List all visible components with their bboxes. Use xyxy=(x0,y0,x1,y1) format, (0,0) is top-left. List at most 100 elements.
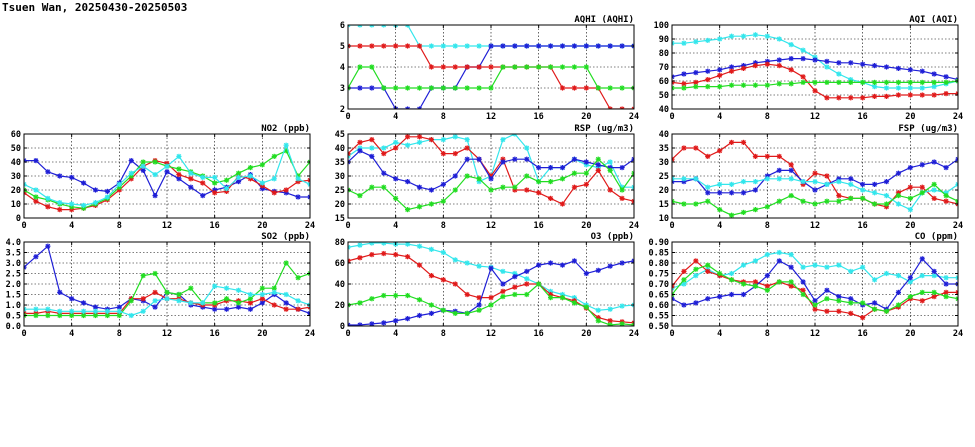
series-red xyxy=(672,139,958,210)
data-point xyxy=(907,195,913,201)
data-point xyxy=(812,88,818,94)
data-point xyxy=(357,242,363,248)
data-point xyxy=(404,254,411,260)
data-point xyxy=(776,198,782,204)
data-point xyxy=(369,252,375,258)
data-point xyxy=(776,36,782,42)
data-point xyxy=(164,169,170,175)
data-point xyxy=(693,300,699,306)
data-point xyxy=(464,85,470,91)
y-tick-label: 10 xyxy=(11,200,21,210)
data-point xyxy=(416,243,423,249)
data-point xyxy=(607,322,613,326)
data-point xyxy=(619,195,625,201)
data-point xyxy=(381,320,387,326)
data-point xyxy=(271,176,277,182)
data-point xyxy=(860,315,866,321)
y-tick-label: 20 xyxy=(11,186,21,196)
data-point xyxy=(619,165,625,171)
data-point xyxy=(152,289,158,295)
data-point xyxy=(788,167,794,173)
data-point xyxy=(369,64,375,70)
data-point xyxy=(824,58,830,64)
data-point xyxy=(140,163,146,169)
data-point xyxy=(752,82,759,88)
x-tick-label: 24 xyxy=(953,221,963,231)
y-tick-label: 60 xyxy=(335,259,345,269)
series-blue xyxy=(672,156,958,196)
data-point xyxy=(595,156,601,162)
data-point xyxy=(907,165,913,171)
data-point xyxy=(907,279,913,285)
data-point xyxy=(69,312,75,319)
data-point xyxy=(681,145,687,151)
data-point xyxy=(45,243,51,249)
y-tick-label: 30 xyxy=(335,172,345,182)
data-point xyxy=(176,298,182,304)
data-point xyxy=(476,85,482,91)
data-point xyxy=(140,273,146,279)
data-point xyxy=(464,137,470,143)
data-point xyxy=(488,64,494,70)
data-point xyxy=(895,170,902,176)
data-point xyxy=(752,63,759,69)
data-point xyxy=(955,296,958,302)
data-point xyxy=(464,173,470,179)
x-tick-label: 0 xyxy=(669,329,674,339)
data-point xyxy=(393,195,399,201)
data-point xyxy=(464,64,470,70)
data-point xyxy=(895,302,902,308)
data-point xyxy=(524,145,530,151)
data-point xyxy=(776,167,782,173)
data-point xyxy=(488,176,494,182)
data-point xyxy=(464,291,470,298)
data-point xyxy=(812,201,818,207)
data-point xyxy=(559,262,566,268)
data-point xyxy=(800,264,806,270)
data-point xyxy=(524,64,530,70)
y-tick-label: 80 xyxy=(335,238,345,248)
data-point xyxy=(57,289,63,295)
data-point xyxy=(717,36,723,42)
data-point xyxy=(607,306,613,312)
data-point xyxy=(681,277,687,283)
y-tick-label: 70 xyxy=(659,63,669,73)
data-point xyxy=(883,85,890,91)
data-point xyxy=(33,254,39,260)
data-point xyxy=(860,300,866,306)
data-point xyxy=(116,181,122,187)
data-point xyxy=(672,296,675,302)
data-point xyxy=(607,106,613,109)
data-point xyxy=(440,198,446,204)
axes: 0 4 8 12 16 20 24 40 50 60 70 80 90 100 xyxy=(654,21,963,122)
y-tick-label: 0.65 xyxy=(649,291,669,301)
y-tick-label: 50 xyxy=(659,91,669,101)
data-point xyxy=(860,264,866,270)
data-point xyxy=(931,289,937,295)
data-point xyxy=(247,165,254,171)
chart-fsp: FSP (ug/m3) 0 4 8 12 16 20 24 10 15 20 25 30 35 40 xyxy=(659,124,963,231)
data-point xyxy=(812,179,818,185)
grid xyxy=(672,134,958,218)
chart-aqhi: AQHI (AQHI) 0 4 8 12 16 20 24 2 3 4 5 6 xyxy=(340,15,639,122)
data-point xyxy=(271,302,277,308)
data-point xyxy=(476,43,482,49)
data-point xyxy=(140,308,146,314)
data-point xyxy=(693,176,699,182)
data-point xyxy=(476,307,482,313)
chart-aqi: AQI (AQI) 0 4 8 12 16 20 24 40 50 60 70 80 90 100 xyxy=(654,15,963,122)
y-tick-label: 0.75 xyxy=(649,270,669,280)
data-point xyxy=(824,198,830,204)
data-point xyxy=(672,156,675,162)
data-point xyxy=(200,180,206,186)
data-point xyxy=(440,151,446,157)
y-tick-label: 2.5 xyxy=(6,270,21,280)
data-point xyxy=(428,302,435,308)
data-point xyxy=(524,281,530,287)
data-point xyxy=(404,242,411,247)
data-point xyxy=(404,43,411,49)
data-point xyxy=(559,43,566,49)
y-tick-label: 0.70 xyxy=(649,280,669,290)
data-point xyxy=(681,201,687,207)
data-point xyxy=(500,43,506,49)
